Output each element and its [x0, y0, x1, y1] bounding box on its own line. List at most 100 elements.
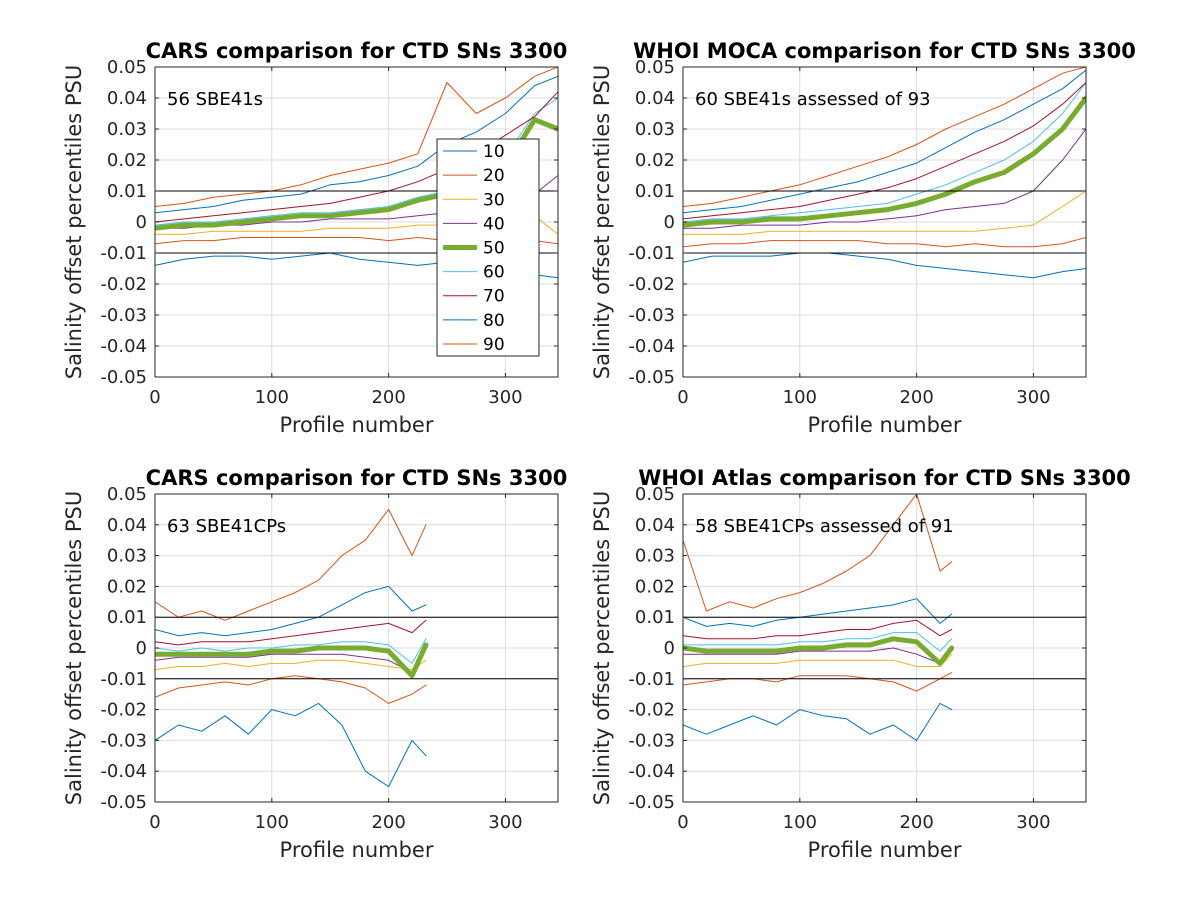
series-line-80 — [155, 585, 427, 637]
y-axis-label: Salinity offset percentiles PSU — [62, 65, 86, 379]
x-axis-label: Profile number — [280, 838, 434, 862]
series-line-80 — [683, 69, 1086, 214]
legend-entry-70: 70 — [483, 287, 505, 307]
count-annotation: 63 SBE41CPs — [167, 516, 286, 537]
x-tick-label: 300 — [1016, 387, 1050, 408]
chart-title: CARS comparison for CTD SNs 3300 — [146, 39, 568, 63]
y-tick-label: -0.02 — [628, 700, 675, 721]
x-tick-label: 200 — [371, 387, 405, 408]
y-tick-label: 0.03 — [635, 546, 675, 567]
series-line-60 — [683, 82, 1086, 223]
x-tick-label: 300 — [488, 387, 522, 408]
y-tick-label: 0 — [664, 212, 675, 233]
y-tick-label: 0.05 — [107, 484, 147, 505]
legend-entry-30: 30 — [483, 190, 505, 210]
y-tick-label: -0.05 — [628, 792, 675, 813]
series-line-90 — [683, 67, 1086, 207]
x-axis-label: Profile number — [808, 838, 962, 862]
x-axis-label: Profile number — [280, 413, 434, 437]
series-group — [155, 508, 429, 788]
x-tick-label: 0 — [677, 812, 688, 833]
series-line-30 — [683, 653, 953, 667]
y-tick-label: -0.01 — [628, 243, 675, 264]
y-tick-label: 0.03 — [107, 546, 147, 567]
y-tick-label: 0.04 — [635, 88, 675, 109]
count-annotation: 58 SBE41CPs assessed of 91 — [695, 516, 954, 537]
y-tick-label: 0 — [136, 212, 147, 233]
y-tick-label: -0.03 — [100, 305, 147, 326]
series-line-80 — [683, 598, 953, 627]
y-tick-label: 0.01 — [635, 607, 675, 628]
series-line-50 — [155, 642, 429, 679]
y-tick-label: 0 — [664, 638, 675, 659]
series-line-80 — [155, 75, 558, 214]
count-annotation: 56 SBE41s — [167, 89, 263, 110]
x-tick-label: 0 — [677, 387, 688, 408]
series-line-40 — [683, 128, 1086, 229]
y-tick-label: -0.02 — [100, 700, 147, 721]
y-tick-label: 0.05 — [635, 484, 675, 505]
y-tick-label: -0.03 — [628, 305, 675, 326]
series-line-20 — [155, 675, 427, 704]
series-line-10 — [683, 252, 1086, 279]
series-line-20 — [683, 237, 1086, 248]
x-tick-label: 200 — [899, 387, 933, 408]
series-line-70 — [683, 619, 953, 640]
series-line-10 — [683, 702, 953, 741]
series-line-50 — [683, 636, 955, 666]
x-tick-label: 200 — [371, 812, 405, 833]
chart-title: CARS comparison for CTD SNs 3300 — [146, 466, 568, 490]
y-tick-label: -0.03 — [628, 730, 675, 751]
y-tick-label: 0.02 — [635, 150, 675, 171]
y-tick-label: -0.04 — [100, 336, 147, 357]
x-tick-label: 0 — [149, 812, 160, 833]
y-tick-label: -0.03 — [100, 730, 147, 751]
series-line-10 — [155, 702, 427, 788]
panel-2: 0 100 200 300 -0.05 -0.04 -0.03 -0.02 -0.01 0 0.01… — [590, 39, 1136, 437]
y-axis-label: Salinity offset percentiles PSU — [62, 491, 86, 805]
y-tick-label: -0.02 — [100, 274, 147, 295]
count-annotation: 60 SBE41s assessed of 93 — [695, 89, 931, 110]
x-axis-label: Profile number — [808, 413, 962, 437]
legend-entry-20: 20 — [483, 166, 505, 186]
y-tick-label: 0.03 — [107, 119, 147, 140]
y-tick-label: 0.04 — [107, 515, 147, 536]
y-tick-label: 0.05 — [635, 57, 675, 78]
series-line-30 — [683, 190, 1086, 235]
series-line-60 — [155, 638, 427, 664]
series-line-40 — [683, 647, 953, 664]
y-axis-label: Salinity offset percentiles PSU — [590, 65, 614, 379]
y-tick-label: 0.01 — [107, 181, 147, 202]
y-tick-label: -0.02 — [628, 274, 675, 295]
x-tick-label: 200 — [899, 812, 933, 833]
y-tick-label: 0.04 — [635, 515, 675, 536]
y-tick-label: -0.05 — [100, 367, 147, 388]
series-line-90 — [155, 508, 427, 621]
series-line-60 — [683, 632, 953, 652]
y-tick-label: 0 — [136, 638, 147, 659]
x-tick-label: 0 — [149, 387, 160, 408]
x-tick-label: 100 — [255, 812, 289, 833]
x-tick-label: 100 — [783, 812, 817, 833]
y-tick-label: -0.05 — [100, 792, 147, 813]
y-tick-label: -0.01 — [100, 669, 147, 690]
panel-1: 0 100 200 300 -0.05 -0.04 -0.03 -0.02 -0.01 0 0.01… — [62, 39, 567, 437]
y-tick-label: -0.01 — [100, 243, 147, 264]
legend-entry-50: 50 — [483, 239, 505, 259]
series-line-50 — [683, 95, 1086, 228]
y-tick-label: -0.01 — [628, 669, 675, 690]
panel-4: 0 100 200 300 -0.05 -0.04 -0.03 -0.02 -0.01 0 0.01… — [590, 466, 1131, 862]
series-line-90 — [155, 67, 558, 207]
legend-entry-90: 90 — [483, 335, 505, 355]
y-tick-label: 0.02 — [635, 576, 675, 597]
legend-entry-80: 80 — [483, 311, 505, 331]
y-tick-label: 0.05 — [107, 57, 147, 78]
y-tick-label: -0.05 — [628, 367, 675, 388]
series-line-70 — [683, 82, 1086, 220]
x-tick-label: 300 — [488, 812, 522, 833]
y-tick-label: 0.01 — [107, 607, 147, 628]
chart-title: WHOI MOCA comparison for CTD SNs 3300 — [633, 39, 1136, 63]
y-axis-label: Salinity offset percentiles PSU — [590, 491, 614, 805]
y-tick-label: 0.02 — [107, 576, 147, 597]
